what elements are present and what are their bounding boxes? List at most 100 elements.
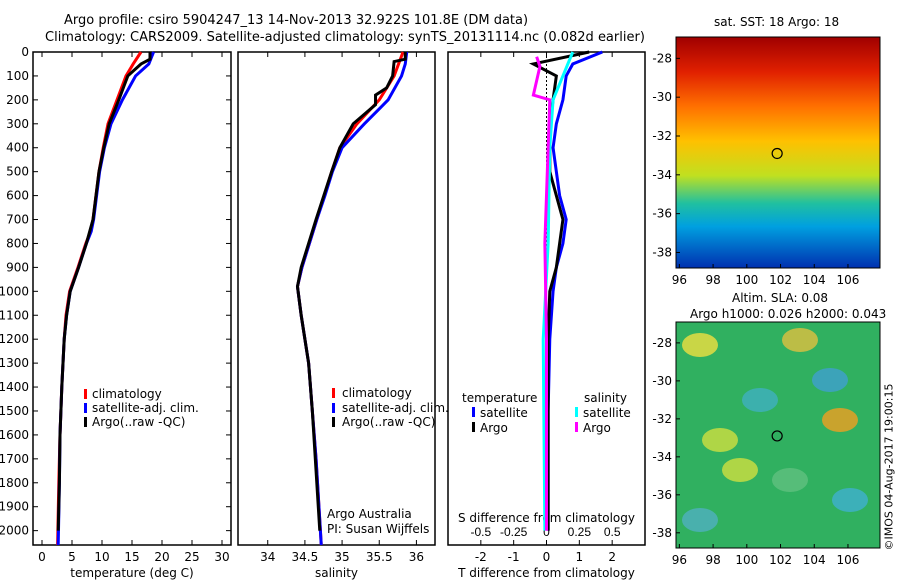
legend-marker xyxy=(84,403,87,413)
y-tick-label: 2000 xyxy=(0,524,29,538)
y-tick-label: 700 xyxy=(6,213,29,227)
plot-frame-0 xyxy=(32,51,232,546)
map-lat-label: -34 xyxy=(652,168,672,182)
s-diff-tick-label: -0.5 xyxy=(470,525,491,539)
legend-marker xyxy=(472,422,475,432)
y-tick-label: 1700 xyxy=(0,452,29,466)
sla-anomaly-blob xyxy=(742,388,778,412)
series-line-temperature-argo xyxy=(528,50,590,531)
argo-position-marker xyxy=(771,147,783,160)
map-lat-label: -30 xyxy=(652,374,672,388)
legend-salinity-header: salinity xyxy=(584,391,628,405)
y-tick-label: 1100 xyxy=(0,308,29,322)
x-tick-label: 10 xyxy=(94,550,109,564)
y-tick-label: 800 xyxy=(6,236,29,250)
legend-label: satellite-adj. clim. xyxy=(92,401,199,415)
y-tick-label: 100 xyxy=(6,69,29,83)
y-tick-label: 900 xyxy=(6,260,29,274)
s-diff-tick-label: -0.25 xyxy=(500,525,528,539)
map-lat-label: -32 xyxy=(652,412,672,426)
map-lon-label: 98 xyxy=(705,553,720,567)
plot-frame-1 xyxy=(237,51,436,546)
legend-marker xyxy=(332,417,335,427)
series-line-salinity-satellite xyxy=(541,51,575,531)
map-lon-label: 106 xyxy=(837,273,860,287)
credit-line-1: Argo Australia xyxy=(327,507,412,521)
sla-anomaly-blob xyxy=(772,468,808,492)
sst-map-title: sat. SST: 18 Argo: 18 xyxy=(714,15,840,29)
s-diff-tick-label: 0.25 xyxy=(568,525,592,539)
map-frame xyxy=(675,36,881,269)
x-tick-label: 15 xyxy=(124,550,139,564)
y-tick-label: 1200 xyxy=(0,332,29,346)
sla-anomaly-blob xyxy=(812,368,848,392)
map-lon-label: 106 xyxy=(837,553,860,567)
sla-anomaly-blob xyxy=(682,508,718,532)
y-tick-label: 1500 xyxy=(0,404,29,418)
y-tick-label: 0 xyxy=(21,45,29,59)
sla-map-subtitle: Argo h1000: 0.026 h2000: 0.043 xyxy=(690,307,887,321)
x-tick-label: 30 xyxy=(214,550,229,564)
legend-s-satellite: satellite xyxy=(583,406,631,420)
map-field-sat-sst xyxy=(676,37,880,268)
map-lon-label: 98 xyxy=(705,273,720,287)
y-tick-label: 600 xyxy=(6,189,29,203)
sla-map-title: Altim. SLA: 0.08 xyxy=(732,291,829,305)
map-frame xyxy=(675,321,881,549)
sla-anomaly-blob xyxy=(722,458,758,482)
legend-t-satellite: satellite xyxy=(480,406,528,420)
x-tick-label: 20 xyxy=(154,550,169,564)
y-tick-label: 1000 xyxy=(0,284,29,298)
legend-marker xyxy=(332,403,335,413)
imos-timestamp: ©IMOS 04-Aug-2017 19:00:15 xyxy=(882,383,896,551)
y-tick-label: 1900 xyxy=(0,500,29,514)
map-lat-label: -28 xyxy=(652,336,672,350)
credit-line-2: PI: Susan Wijffels xyxy=(327,522,430,536)
series-line-satellite-adj-clim- xyxy=(56,51,155,546)
y-tick-label: 400 xyxy=(6,141,29,155)
map-lat-label: -36 xyxy=(652,488,672,502)
legend-temperature-header: temperature xyxy=(462,391,538,405)
x-axis-label: T difference from climatology xyxy=(457,566,635,580)
y-tick-label: 300 xyxy=(6,117,29,131)
argo-position-marker xyxy=(771,430,783,442)
map-lon-label: 96 xyxy=(672,553,687,567)
map-lon-label: 100 xyxy=(735,273,758,287)
map-lat-label: -32 xyxy=(652,129,672,143)
map-lon-label: 102 xyxy=(769,553,792,567)
map-lon-label: 104 xyxy=(803,273,826,287)
y-tick-label: 200 xyxy=(6,93,29,107)
map-lat-label: -38 xyxy=(652,245,672,259)
x-tick-label: 5 xyxy=(68,550,76,564)
map-lat-label: -28 xyxy=(652,51,672,65)
x-tick-label: 35.5 xyxy=(366,550,393,564)
y-tick-label: 1600 xyxy=(0,428,29,442)
x-tick-label: 25 xyxy=(184,550,199,564)
legend-marker xyxy=(472,407,475,417)
series-line-temperature-satellite xyxy=(546,50,603,531)
series-line-argo-raw-qc- xyxy=(56,52,152,531)
s-diff-tick-label: 0.5 xyxy=(604,525,621,539)
x-tick-label: -1 xyxy=(508,550,520,564)
map-lon-label: 104 xyxy=(803,553,826,567)
legend-marker xyxy=(575,407,578,417)
map-lat-label: -36 xyxy=(652,207,672,221)
legend-marker xyxy=(84,417,87,427)
sla-anomaly-blob xyxy=(682,333,718,357)
x-axis-label: temperature (deg C) xyxy=(70,566,193,580)
sla-anomaly-blob xyxy=(832,488,868,512)
legend-label: Argo(..raw -QC) xyxy=(92,415,185,429)
map-lat-label: -34 xyxy=(652,450,672,464)
legend-t-argo: Argo xyxy=(480,421,508,435)
legend-marker xyxy=(84,389,87,399)
map-lat-label: -38 xyxy=(652,526,672,540)
title-line-1: Argo profile: csiro 5904247_13 14-Nov-20… xyxy=(64,13,529,28)
x-tick-label: 2 xyxy=(608,550,616,564)
sla-anomaly-blob xyxy=(782,328,818,352)
x-tick-label: 36 xyxy=(409,550,424,564)
legend-s-argo: Argo xyxy=(583,421,611,435)
x-tick-label: 34 xyxy=(260,550,275,564)
legend-label: Argo(..raw -QC) xyxy=(342,415,435,429)
